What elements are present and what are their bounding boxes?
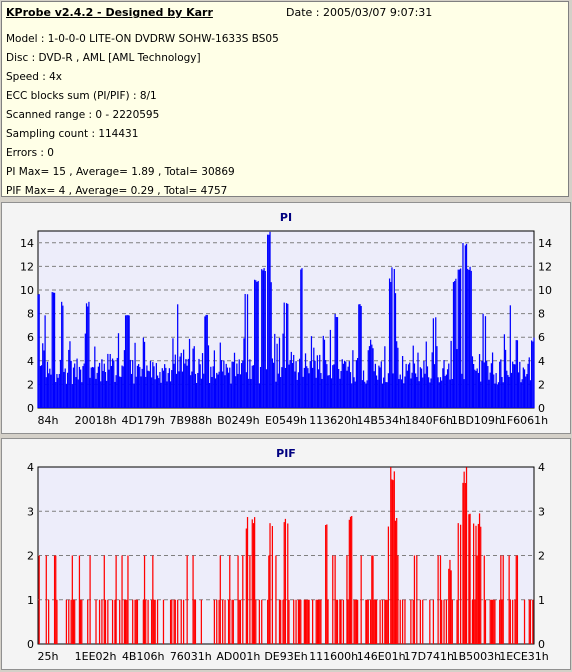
x-tick-label: 1EE02h	[75, 650, 117, 663]
x-tick-label: 111600h	[309, 650, 358, 663]
scan-date: Date : 2005/03/07 9:07:31	[286, 6, 433, 19]
pif-chart-panel: PIF 0 0 1 1 2 2 3 3 4 4 25h 1EE02h 4B106h 76031h AD001h…	[1, 438, 571, 670]
y-tick-label-left: 2	[27, 550, 34, 563]
x-tick-label: AD001h	[216, 650, 260, 663]
y-tick-label-right: 8	[538, 308, 545, 321]
x-tick-label: E0549h	[265, 414, 307, 427]
chart-title: PIF	[276, 447, 296, 460]
pif-summary-line: PIF Max= 4 , Average= 0.29 , Total= 4757	[6, 185, 228, 197]
y-tick-label-right: 1	[538, 594, 545, 607]
y-tick-label-left: 6	[27, 331, 34, 344]
bars	[37, 231, 535, 408]
x-tick-label: 17D741h	[404, 650, 454, 663]
x-tick-label: 1840F6h	[405, 414, 453, 427]
ecc-line: ECC blocks sum (PI/PIF) : 8/1	[6, 90, 157, 102]
y-tick-label-right: 3	[538, 505, 545, 518]
y-tick-label-left: 1	[27, 594, 34, 607]
y-tick-label-right: 12	[538, 260, 552, 273]
y-tick-label-right: 2	[538, 550, 545, 563]
y-tick-label-right: 2	[538, 378, 545, 391]
x-tick-label: 1BD109h	[451, 414, 502, 427]
y-tick-label-left: 4	[27, 355, 34, 368]
info-header: KProbe v2.4.2 - Designed by Karr Date : …	[6, 6, 566, 22]
x-tick-label: 14B534h	[356, 414, 406, 427]
pi-summary-line: PI Max= 15 , Average= 1.89 , Total= 3086…	[6, 166, 235, 178]
y-tick-label-right: 10	[538, 284, 552, 297]
pif-chart: PIF 0 0 1 1 2 2 3 3 4 4 25h 1EE02h 4B106h 76031h AD001h…	[27, 447, 549, 663]
x-tick-label: B0249h	[217, 414, 260, 427]
y-tick-label-left: 0	[27, 638, 34, 651]
app-title: KProbe v2.4.2 - Designed by Karr	[6, 6, 213, 19]
y-tick-label-right: 4	[538, 461, 545, 474]
y-tick-label-left: 3	[27, 505, 34, 518]
y-tick-label-left: 0	[27, 402, 34, 415]
y-tick-label-left: 2	[27, 378, 34, 391]
y-tick-label-left: 12	[20, 260, 34, 273]
model-line: Model : 1-0-0-0 LITE-ON DVDRW SOHW-1633S…	[6, 33, 279, 45]
y-tick-label-right: 14	[538, 237, 552, 250]
x-tick-label: 20018h	[75, 414, 117, 427]
x-tick-label: 146E01h	[357, 650, 406, 663]
x-tick-label: 7B988h	[170, 414, 213, 427]
x-tick-label: 4D179h	[121, 414, 164, 427]
bars	[38, 467, 534, 644]
x-tick-label: 113620h	[309, 414, 358, 427]
y-tick-label-right: 0	[538, 402, 545, 415]
sampling-count-line: Sampling count : 114431	[6, 128, 139, 140]
x-tick-label: 25h	[38, 650, 59, 663]
y-tick-label-left: 8	[27, 308, 34, 321]
x-tick-label: 1B5003h	[452, 650, 502, 663]
y-tick-label-right: 6	[538, 331, 545, 344]
x-tick-label: 4B106h	[122, 650, 165, 663]
speed-line: Speed : 4x	[6, 71, 63, 83]
info-panel: KProbe v2.4.2 - Designed by Karr Date : …	[1, 1, 569, 197]
y-tick-label-left: 10	[20, 284, 34, 297]
scanned-range-line: Scanned range : 0 - 2220595	[6, 109, 160, 121]
disc-line: Disc : DVD-R , AML [AML Technology]	[6, 52, 201, 64]
y-tick-label-right: 4	[538, 355, 545, 368]
x-tick-label: 1ECE31h	[499, 650, 549, 663]
y-tick-label-left: 14	[20, 237, 34, 250]
chart-title: PI	[280, 211, 292, 224]
pi-chart-panel: PI 0 0 2 2 4 4 6 6 8 8 10 10 12 12 14 14 84h 20018h 4D179h 7…	[1, 202, 571, 434]
y-tick-label-right: 0	[538, 638, 545, 651]
errors-line: Errors : 0	[6, 147, 54, 159]
x-tick-label: DE93Eh	[264, 650, 307, 663]
y-tick-label-left: 4	[27, 461, 34, 474]
x-tick-label: 1F6061h	[500, 414, 548, 427]
x-tick-label: 84h	[38, 414, 59, 427]
x-tick-label: 76031h	[170, 650, 212, 663]
pi-chart: PI 0 0 2 2 4 4 6 6 8 8 10 10 12 12 14 14 84h 20018h 4D179h 7…	[20, 211, 552, 427]
